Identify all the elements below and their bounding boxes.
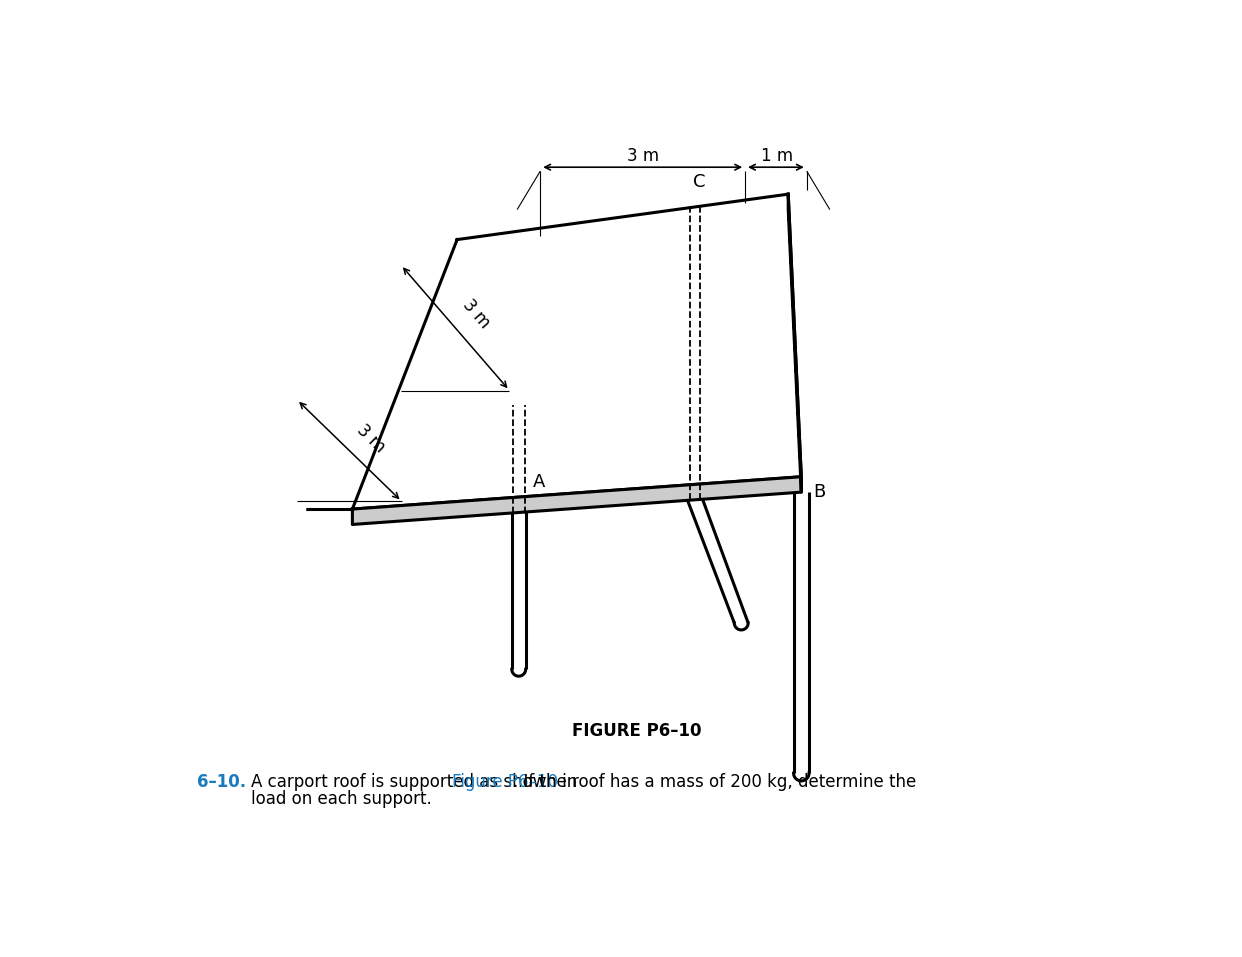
Text: load on each support.: load on each support. bbox=[251, 790, 431, 808]
Text: 6–10.: 6–10. bbox=[196, 773, 246, 791]
Text: 3 m: 3 m bbox=[627, 147, 658, 166]
Text: C: C bbox=[693, 173, 705, 191]
Polygon shape bbox=[353, 477, 801, 524]
Text: A: A bbox=[533, 473, 545, 491]
Text: 3 m: 3 m bbox=[353, 421, 389, 456]
Text: 3 m: 3 m bbox=[460, 296, 493, 331]
Text: 1 m: 1 m bbox=[761, 147, 794, 166]
Polygon shape bbox=[789, 194, 801, 492]
Text: A carport roof is supported as shown in: A carport roof is supported as shown in bbox=[251, 773, 582, 791]
Text: . If the roof has a mass of 200 kg, determine the: . If the roof has a mass of 200 kg, dete… bbox=[513, 773, 917, 791]
Text: B: B bbox=[812, 483, 825, 501]
Text: Figure P6–10: Figure P6–10 bbox=[452, 773, 559, 791]
Text: FIGURE P6–10: FIGURE P6–10 bbox=[571, 722, 702, 740]
